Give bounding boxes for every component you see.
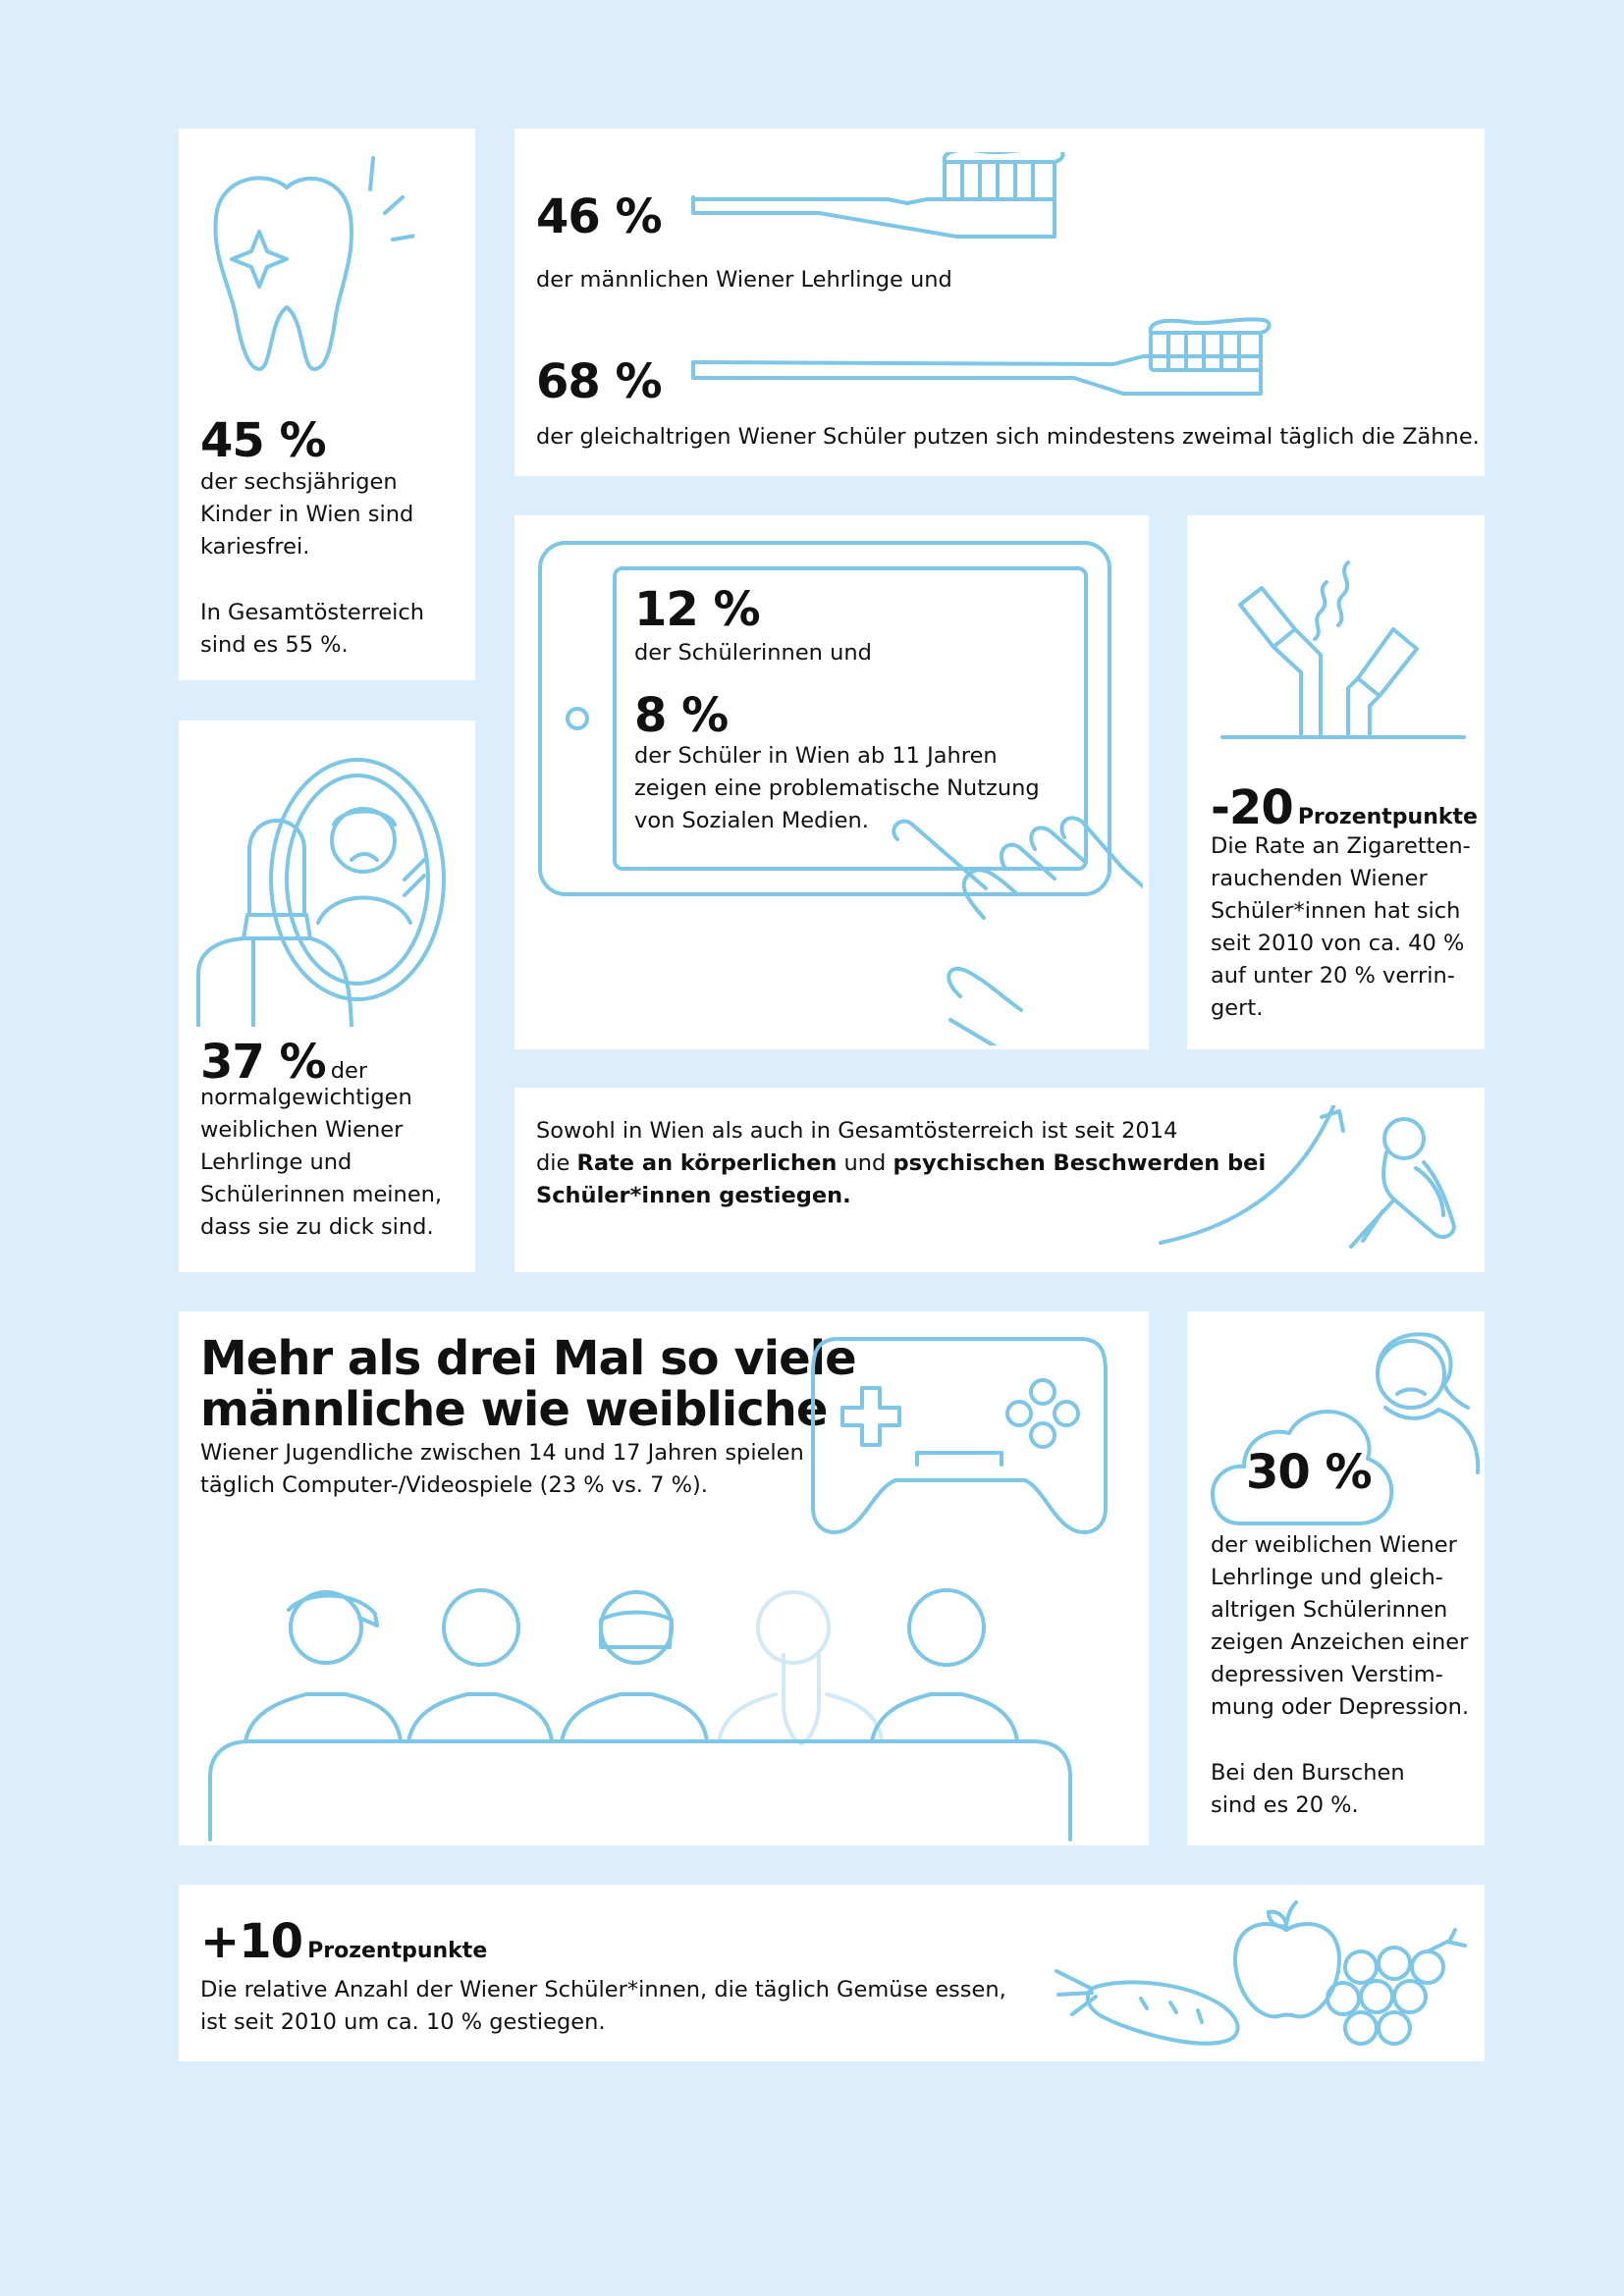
depression-boys-line: Bei den Burschen	[1211, 1760, 1405, 1786]
gamepad-icon	[807, 1337, 1111, 1553]
body-first-word: der	[330, 1058, 368, 1084]
card-complaints: Sowohl in Wien als auch in Gesamtösterre…	[514, 1088, 1485, 1272]
smoking-line: Die Rate an Zigaretten-	[1211, 833, 1471, 859]
social-girls-text: der Schülerinnen und	[634, 640, 872, 666]
smoking-value: -20	[1211, 780, 1294, 835]
apple-icon	[1229, 1898, 1347, 2026]
complaints-line: Sowohl in Wien als auch in Gesamtösterre…	[536, 1118, 1178, 1144]
pointing-hand-icon	[888, 810, 1143, 1045]
caries-line: der sechsjährigen	[200, 469, 398, 495]
smoking-line: auf unter 20 % verrin-	[1211, 963, 1455, 988]
grapes-icon	[1318, 1928, 1475, 2056]
vegetables-line: Die relative Anzahl der Wiener Schüler*i…	[200, 1977, 1006, 2002]
social-boys-line: der Schüler in Wien ab 11 Jahren	[634, 743, 998, 769]
body-line: dass sie zu dick sind.	[200, 1214, 434, 1240]
toothbrush-icon	[691, 152, 1084, 250]
card-body-image: 37 % der normalgewichtigen weiblichen Wi…	[179, 721, 475, 1272]
body-percent: 37 %	[200, 1035, 327, 1090]
caries-line: kariesfrei.	[200, 534, 310, 560]
card-brushing: 46 % der männlichen Wiener Lehrlinge und…	[514, 129, 1485, 476]
sad-woman-icon	[1344, 1325, 1482, 1502]
sad-sitting-person-icon	[1347, 1109, 1475, 1256]
vegetables-heading: +10 Prozentpunkte	[200, 1914, 487, 1969]
card-social-media: 12 % der Schülerinnen und 8 % der Schüle…	[514, 515, 1149, 1049]
vegetables-unit: Prozentpunkte	[307, 1939, 488, 1963]
caries-austria-line: In Gesamtösterreich	[200, 600, 425, 625]
carrot-icon	[1053, 1949, 1249, 2057]
social-boys-line: von Sozialen Medien.	[634, 808, 869, 833]
vegetables-line: ist seit 2010 um ca. 10 % gestiegen.	[200, 2009, 606, 2035]
tooth-icon	[198, 148, 414, 374]
body-line: Lehrlinge und	[200, 1149, 352, 1175]
social-boys-line: zeigen eine problematische Nutzung	[634, 775, 1040, 801]
depression-line: der weiblichen Wiener	[1211, 1532, 1457, 1558]
gaming-line: Wiener Jugendliche zwischen 14 und 17 Ja…	[200, 1440, 804, 1466]
smoking-line: gert.	[1211, 995, 1264, 1021]
vegetables-value: +10	[200, 1914, 303, 1969]
depression-line: depressiven Verstim-	[1211, 1662, 1443, 1687]
body-line: Schülerinnen meinen,	[200, 1182, 443, 1207]
caries-austria-line: sind es 55 %.	[200, 632, 349, 658]
caries-line: Kinder in Wien sind	[200, 502, 414, 527]
brushing-male-percent: 46 %	[536, 189, 663, 244]
body-line: weiblichen Wiener	[200, 1117, 404, 1143]
gaming-line: täglich Computer-/Videospiele (23 % vs. …	[200, 1472, 708, 1498]
card-gaming: Mehr als drei Mal so viele männliche wie…	[179, 1311, 1149, 1845]
depression-percent: 30 %	[1246, 1445, 1373, 1500]
toothbrush-icon	[691, 315, 1300, 413]
social-girls-percent: 12 %	[634, 582, 761, 637]
smoking-heading: -20 Prozentpunkte	[1211, 780, 1478, 835]
depression-line: altrigen Schülerinnen	[1211, 1597, 1448, 1623]
smoking-line: seit 2010 von ca. 40 %	[1211, 931, 1465, 956]
mirror-icon	[194, 742, 460, 1027]
brushing-male-text: der männlichen Wiener Lehrlinge und	[536, 267, 952, 293]
tablet-icon	[538, 541, 1147, 953]
caries-percent: 45 %	[200, 413, 327, 468]
social-boys-percent: 8 %	[634, 688, 729, 743]
brushing-school-text: der gleichaltrigen Wiener Schüler putzen…	[536, 424, 1480, 450]
cloud-icon	[1211, 1400, 1397, 1527]
gaming-headline-line: männliche wie weibliche	[200, 1382, 828, 1437]
gaming-headline-line: Mehr als drei Mal so viele	[200, 1331, 857, 1386]
audience-icon	[208, 1567, 1072, 1842]
depression-line: Lehrlinge und gleich-	[1211, 1565, 1443, 1590]
card-vegetables: +10 Prozentpunkte Die relative Anzahl de…	[179, 1885, 1485, 2061]
cigarettes-icon	[1211, 541, 1466, 767]
rising-arrow-icon	[1157, 1105, 1353, 1262]
smoking-line: rauchenden Wiener	[1211, 866, 1428, 891]
complaints-line: die Rate an körperlichen und psychischen…	[536, 1150, 1267, 1176]
brushing-school-percent: 68 %	[536, 354, 663, 409]
card-smoking: -20 Prozentpunkte Die Rate an Zigaretten…	[1187, 515, 1485, 1049]
depression-boys-line: sind es 20 %.	[1211, 1792, 1359, 1818]
smoking-line: Schüler*innen hat sich	[1211, 898, 1461, 924]
depression-line: mung oder Depression.	[1211, 1694, 1470, 1720]
depression-line: zeigen Anzeichen einer	[1211, 1629, 1469, 1655]
smoking-unit: Prozentpunkte	[1297, 805, 1478, 829]
card-caries: 45 % der sechsjährigen Kinder in Wien si…	[179, 129, 475, 680]
body-line: normalgewichtigen	[200, 1085, 412, 1110]
complaints-line: Schüler*innen gestiegen.	[536, 1183, 851, 1208]
card-depression: 30 % der weiblichen Wiener Lehrlinge und…	[1187, 1311, 1485, 1845]
